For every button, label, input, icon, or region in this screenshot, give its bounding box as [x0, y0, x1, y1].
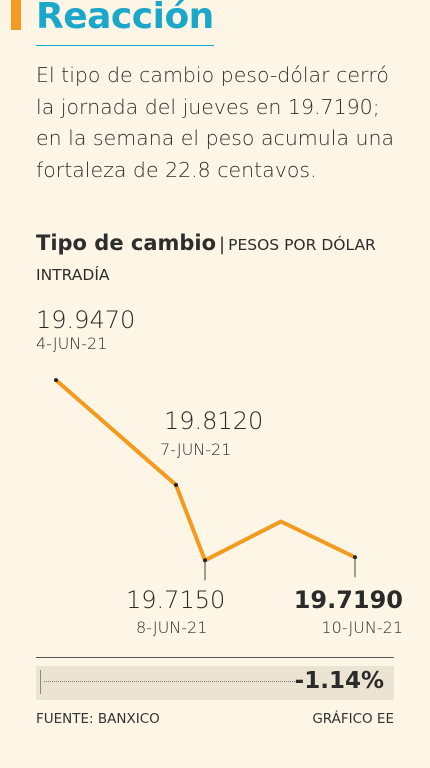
date-label: 8-JUN-21 — [136, 618, 207, 637]
headline-rule — [36, 45, 214, 46]
value-label: 19.8120 — [164, 407, 263, 435]
chart-title-unit: PESOS POR DÓLAR INTRADÍA — [36, 236, 376, 284]
chart-title-main: Tipo de cambio — [36, 231, 217, 255]
summary-dotted-line — [44, 681, 299, 682]
accent-bar — [11, 0, 21, 30]
footer-credit: GRÁFICO EE — [312, 711, 394, 727]
value-label: 19.9470 — [36, 306, 135, 334]
headline: Reacción — [36, 0, 214, 37]
summary-box — [36, 666, 394, 700]
date-label: 4-JUN-21 — [36, 334, 107, 353]
data-point-7-jun-21 — [174, 482, 178, 487]
value-label: 19.7150 — [126, 586, 225, 614]
footer-source: FUENTE: BANXICO — [36, 711, 160, 727]
summary-change: -1.14% — [294, 668, 384, 694]
summary-tick — [40, 670, 41, 694]
date-label: 10-JUN-21 — [321, 618, 403, 637]
data-point-4-jun-21 — [54, 378, 58, 383]
chart-title-separator: | — [219, 234, 226, 255]
summary-rule — [36, 657, 394, 658]
lede-text: El tipo de cambio peso-dólar cerró la jo… — [36, 63, 395, 182]
value-label: 19.7190 — [294, 586, 403, 614]
date-label: 7-JUN-21 — [160, 440, 231, 459]
chart-title: Tipo de cambio | PESOS POR DÓLAR INTRADÍA — [36, 228, 406, 290]
